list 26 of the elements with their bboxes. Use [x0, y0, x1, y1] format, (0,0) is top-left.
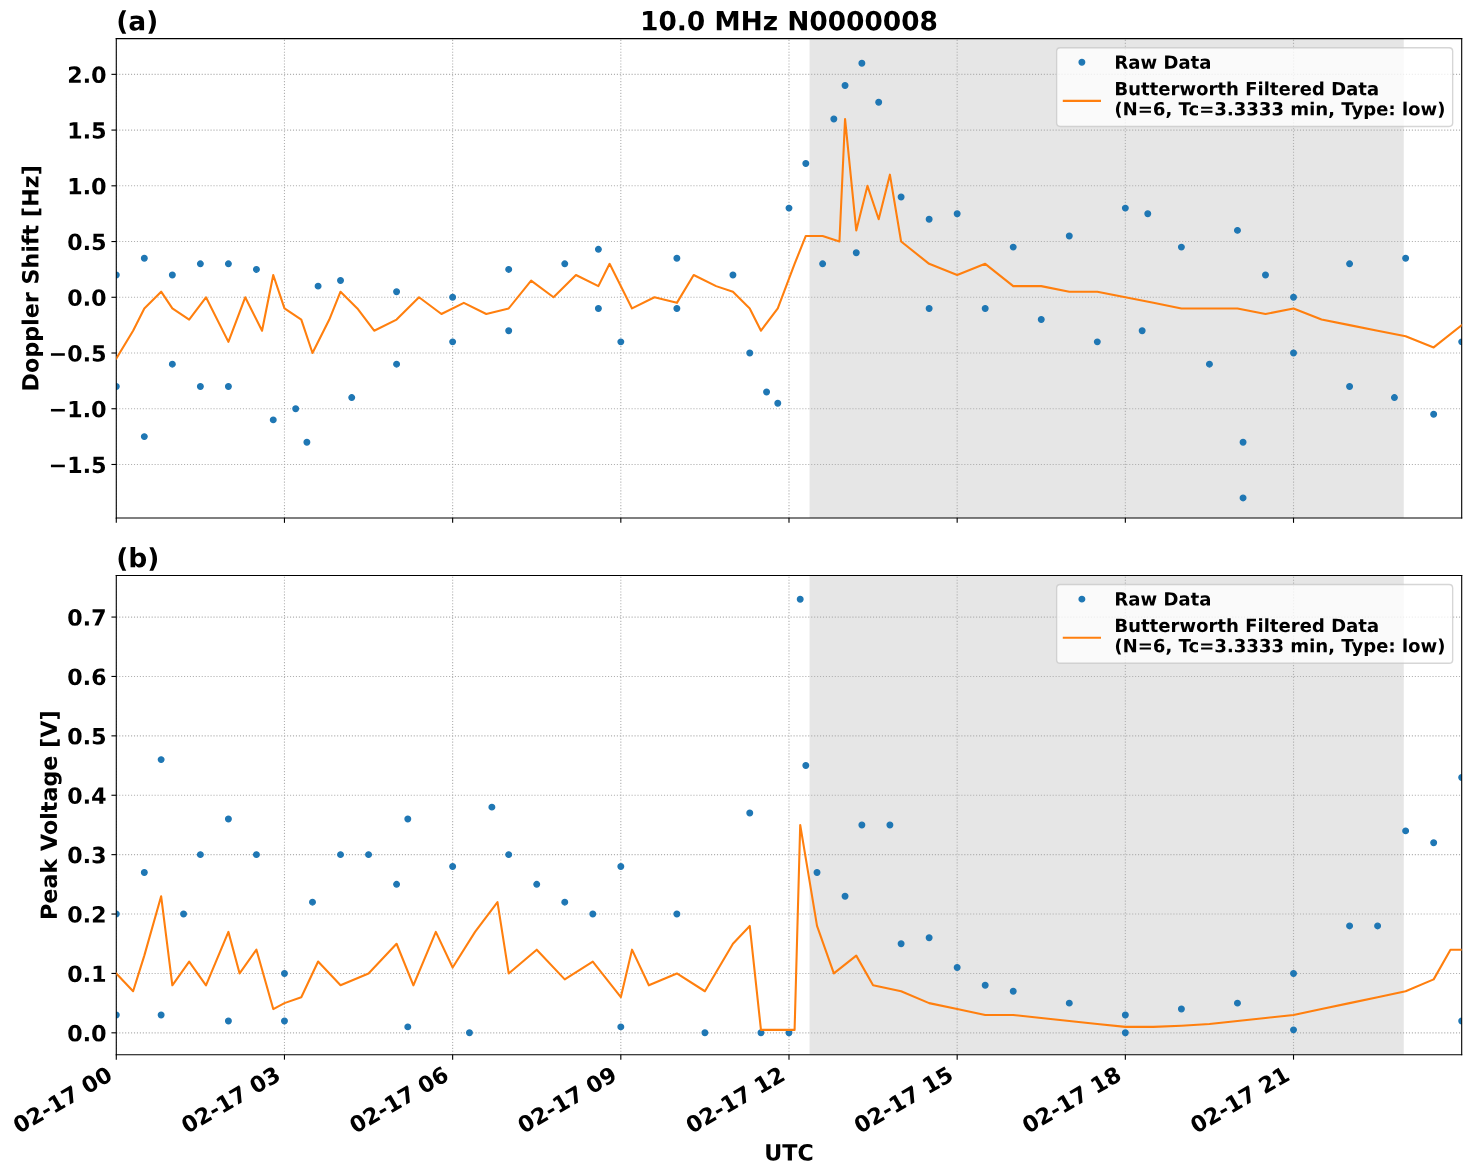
y-tick-label: 0.5 — [68, 233, 106, 251]
y-tick-label: 0.5 — [68, 727, 106, 745]
y-tick-label: −1.0 — [50, 400, 106, 418]
y-tick-label: 1.5 — [69, 122, 106, 139]
y-tick-label: 0.7 — [68, 609, 105, 626]
legend-label: Raw Data — [1116, 55, 1210, 69]
y-axis-title: Doppler Shift [Hz] — [21, 167, 44, 390]
y-tick-label: 0.2 — [68, 905, 105, 923]
text: (a) — [118, 10, 156, 34]
y-tick-label: 0.6 — [68, 668, 106, 686]
chart-title: 10.0 MHz N0000008 — [643, 10, 937, 31]
y-tick-label: 2.0 — [68, 66, 106, 84]
x-axis-title: UTC — [766, 1143, 813, 1161]
text: (b) — [118, 547, 158, 571]
y-tick-label: 0.0 — [68, 289, 106, 307]
y-tick-label: 1.0 — [69, 177, 106, 195]
y-tick-label: 0.3 — [68, 846, 105, 864]
y-axis-title: Peak Voltage [V] — [39, 712, 62, 918]
y-tick-label: 0.1 — [68, 965, 106, 983]
legend-label: Butterworth Filtered Data (N=6, Tc=3.3333 min, Type: low) — [1115, 618, 1444, 657]
legend-label: Butterworth Filtered Data (N=6, Tc=3.3333 min, Type: low) — [1115, 81, 1444, 120]
y-tick-label: −1.5 — [50, 456, 106, 474]
y-tick-label: 0.4 — [68, 787, 106, 805]
legend-label: Raw Data — [1116, 592, 1210, 606]
y-tick-label: 0.0 — [68, 1024, 106, 1042]
y-tick-label: −0.5 — [50, 344, 106, 362]
